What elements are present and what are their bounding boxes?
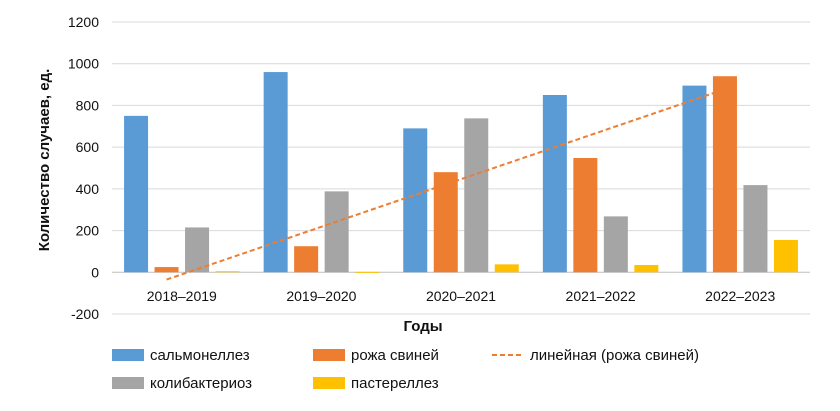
- x-tick-label: 2019–2020: [286, 288, 356, 304]
- legend-item: сальмонеллез: [112, 347, 250, 364]
- x-tick-label: 2021–2022: [566, 288, 636, 304]
- legend-swatch: [313, 349, 345, 361]
- bar: [682, 85, 707, 273]
- bar: [154, 267, 179, 273]
- bar: [355, 271, 380, 273]
- legend-label: пастереллез: [351, 375, 439, 392]
- legend-item: рожа свиней: [313, 347, 439, 364]
- x-axis-title: Годы: [403, 318, 442, 335]
- y-tick-label: -200: [71, 306, 99, 322]
- trendline-line: [166, 88, 726, 281]
- y-tick-label: 0: [91, 264, 99, 280]
- legend-label: сальмонеллез: [150, 347, 250, 364]
- bar: [324, 191, 349, 273]
- legend-item: колибактериоз: [112, 375, 252, 392]
- bar: [294, 246, 319, 273]
- legend: сальмонеллез рожа свиней линейная (рожа св…: [112, 347, 699, 392]
- legend-item: линейная (рожа свиней): [492, 347, 699, 364]
- y-tick-label: 800: [76, 97, 100, 113]
- y-tick-label: 600: [76, 139, 100, 155]
- trendline: [166, 88, 726, 281]
- bar: [433, 172, 458, 273]
- bar: [403, 128, 428, 273]
- y-tick-labels: -200 0 200 400 600 800 1000 1200: [68, 14, 99, 322]
- bar: [773, 239, 798, 273]
- bar: [743, 185, 768, 273]
- bar: [494, 264, 519, 273]
- bar: [464, 118, 489, 273]
- legend-swatch: [313, 377, 345, 389]
- bar: [603, 216, 628, 273]
- bars: [124, 72, 798, 273]
- bar: [124, 115, 149, 273]
- legend-item: пастереллез: [313, 375, 439, 392]
- x-tick-labels: 2018–2019 2019–2020 2020–2021 2021–2022 2022…: [147, 288, 776, 304]
- bar: [712, 76, 737, 273]
- legend-swatch: [112, 349, 144, 361]
- x-tick-label: 2018–2019: [147, 288, 217, 304]
- legend-swatch: [112, 377, 144, 389]
- y-axis-title: Количество случаев, ед.: [36, 69, 53, 252]
- y-tick-label: 400: [76, 181, 100, 197]
- x-tick-label: 2020–2021: [426, 288, 496, 304]
- bar: [634, 264, 659, 273]
- y-tick-label: 200: [76, 223, 100, 239]
- bar: [573, 157, 598, 273]
- y-tick-label: 1200: [68, 14, 99, 30]
- legend-label: линейная (рожа свиней): [530, 347, 699, 364]
- bar: [215, 271, 240, 273]
- bar: [542, 95, 567, 273]
- y-tick-label: 1000: [68, 56, 99, 72]
- legend-label: колибактериоз: [150, 375, 252, 392]
- legend-label: рожа свиней: [351, 347, 439, 364]
- bar: [185, 227, 210, 273]
- x-tick-label: 2022–2023: [705, 288, 775, 304]
